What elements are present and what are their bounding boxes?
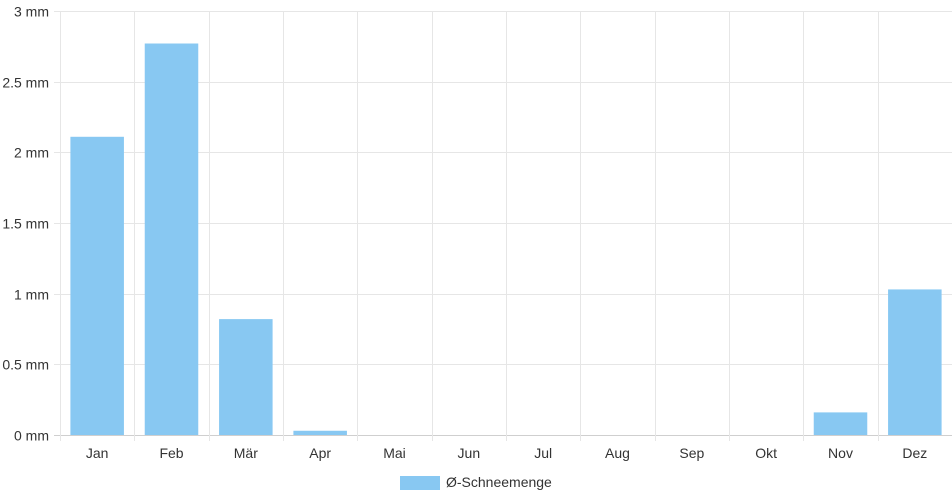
bar-apr[interactable] [293,430,347,435]
grid-lines [54,11,952,441]
x-tick-label: Mär [234,445,258,461]
bar-mär[interactable] [219,319,273,435]
x-tick-label: Okt [755,445,777,461]
legend-swatch[interactable] [400,476,440,490]
bar-nov[interactable] [813,412,868,435]
x-tick-label: Jun [458,445,481,461]
x-tick-label: Jul [534,445,552,461]
y-tick-label: 1 mm [14,287,49,303]
x-axis: Jan Feb Mär Apr Mai Jun Jul Aug Sep Okt Nov Dez [86,445,927,461]
x-tick-label: Apr [309,445,331,461]
y-tick-label: 0 mm [14,428,49,444]
legend[interactable]: Ø-Schneemenge [400,474,552,490]
x-tick-label: Feb [159,445,183,461]
bar-feb[interactable] [144,43,199,436]
y-tick-label: 0.5 mm [2,357,49,373]
x-tick-label: Mai [383,445,406,461]
x-tick-label: Sep [679,445,704,461]
bars [70,43,942,436]
y-tick-label: 2 mm [14,145,49,161]
bar-jan[interactable] [70,136,124,435]
x-tick-label: Aug [605,445,630,461]
y-tick-label: 2.5 mm [2,75,49,91]
x-tick-label: Dez [902,445,927,461]
x-tick-label: Jan [86,445,109,461]
y-axis: 0 mm 0.5 mm 1 mm 1.5 mm 2 mm 2.5 mm 3 mm [2,4,49,444]
bar-dez[interactable] [888,289,942,435]
y-tick-label: 3 mm [14,4,49,20]
y-tick-label: 1.5 mm [2,216,49,232]
x-tick-label: Nov [828,445,853,461]
legend-label[interactable]: Ø-Schneemenge [446,474,552,490]
